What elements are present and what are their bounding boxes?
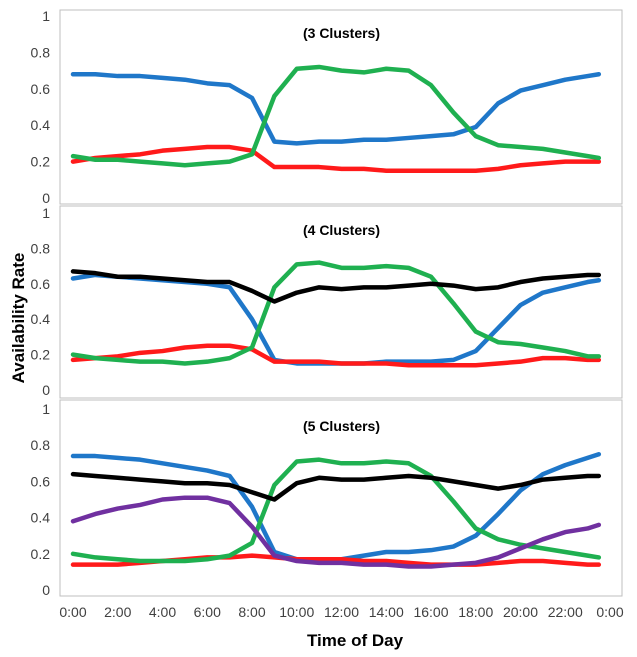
series-line-red [70,343,602,368]
y-tick-label: 0.8 [31,437,51,453]
series-line-green [70,64,602,168]
y-tick-label: 0 [42,190,50,206]
y-tick-label: 0.4 [31,510,51,526]
x-tick-label: 18:00 [458,604,493,620]
series-line-black [70,269,602,304]
panel-title: (5 Clusters) [303,418,380,434]
x-axis-title: Time of Day [307,631,404,650]
series-line-blue [70,71,602,146]
series-line-black [70,471,602,502]
panel-frame [59,205,623,399]
panel-1: 0 0.2 0.4 0.6 0.8 1 (3 Clusters) [31,8,623,206]
x-tick-label: 20:00 [503,604,538,620]
y-tick-label: 1 [42,205,50,221]
series-line-purple [70,495,602,569]
panel-3: 0 0.2 0.4 0.6 0.8 1 (5 Clusters) [31,399,623,598]
series-line-red [70,144,602,173]
x-tick-label: 0:00 [59,604,86,620]
series-line-green [70,260,602,366]
x-tick-labels: 0:00 2:00 4:00 6:00 8:00 10:00 12:00 14:00 16:00… [59,604,623,620]
y-tick-label: 0.2 [31,154,51,170]
y-tick-label: 0.4 [31,311,51,327]
x-tick-label: 12:00 [324,604,359,620]
x-tick-label: 14:00 [369,604,404,620]
panel-title: (4 Clusters) [303,222,380,238]
y-tick-label: 0.6 [31,276,51,292]
panel-title: (3 Clusters) [303,25,380,41]
x-tick-label: 8:00 [238,604,265,620]
x-tick-label: 6:00 [194,604,221,620]
x-tick-label: 4:00 [149,604,176,620]
y-tick-label: 1 [42,8,50,24]
panel-2: 0 0.2 0.4 0.6 0.8 1 (4 Clusters) [31,205,623,399]
panels-layer: 0 0.2 0.4 0.6 0.8 1 (3 Clusters) 0 0.2 0.4 0.6 0.8 1… [31,8,623,598]
y-tick-label: 0.8 [31,240,51,256]
y-tick-label: 0.6 [31,81,51,97]
panel-frame [59,9,623,205]
y-tick-label: 0.2 [31,546,51,562]
y-tick-label: 0.4 [31,117,51,133]
x-tick-label: 22:00 [548,604,583,620]
y-tick-label: 0 [42,582,50,598]
y-axis-title: Availability Rate [9,253,28,384]
x-tick-label: 16:00 [413,604,448,620]
y-tick-label: 0 [42,382,50,398]
panel-frame [59,399,623,597]
y-tick-label: 0.2 [31,347,51,363]
y-tick-label: 1 [42,401,50,417]
x-tick-label: 10:00 [279,604,314,620]
x-tick-label: 2:00 [104,604,131,620]
y-tick-label: 0.6 [31,473,51,489]
x-tick-label: 0:00 [596,604,623,620]
y-tick-label: 0.8 [31,44,51,60]
series-line-green [70,457,602,564]
